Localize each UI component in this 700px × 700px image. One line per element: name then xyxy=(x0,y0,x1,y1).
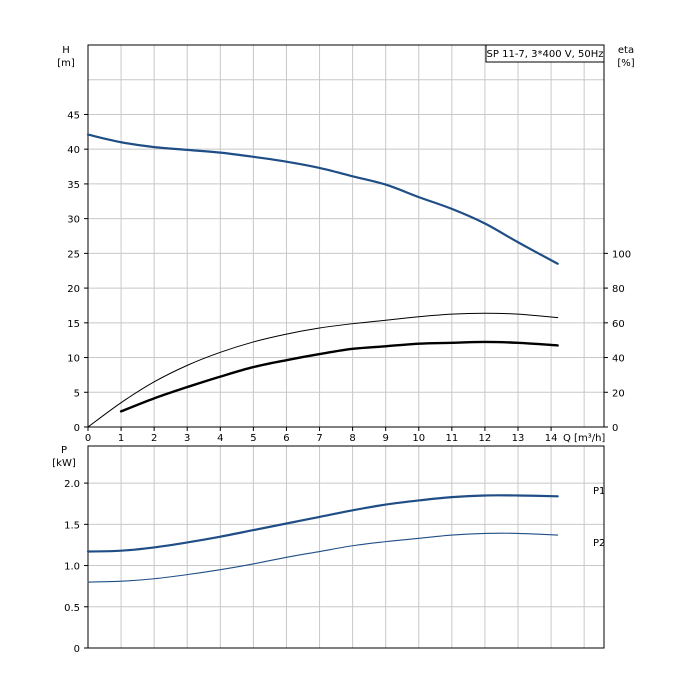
p1-curve xyxy=(86,494,559,553)
h-tick-label: 0 xyxy=(74,423,80,434)
x-tick-label: 12 xyxy=(479,433,492,444)
p-axis-unit: [kW] xyxy=(52,458,76,469)
eta-tick-label: 40 xyxy=(612,354,625,365)
curves xyxy=(86,133,559,583)
h-tick-label: 25 xyxy=(67,249,80,260)
h-axis-unit: [m] xyxy=(57,58,75,69)
h-tick-label: 30 xyxy=(67,215,80,226)
eta-tick-label: 20 xyxy=(612,388,625,399)
series-label-p2: P2 xyxy=(593,538,605,549)
p-tick-label: 0 xyxy=(74,644,80,655)
x-tick-label: 5 xyxy=(250,433,256,444)
h-curve xyxy=(86,133,559,265)
x-tick-label: 13 xyxy=(512,433,525,444)
q-axis-label: Q [m³/h] xyxy=(563,433,605,444)
eta-tick-label: 0 xyxy=(612,423,618,434)
x-tick-label: 9 xyxy=(383,433,389,444)
eta-total-curve xyxy=(119,340,559,413)
x-tick-label: 6 xyxy=(283,433,289,444)
x-tick-label: 2 xyxy=(151,433,157,444)
chart-title: SP 11-7, 3*400 V, 50Hz xyxy=(487,49,604,60)
eta-pump-curve xyxy=(87,312,559,428)
eta-tick-label: 60 xyxy=(612,319,625,330)
bottom-plot-frame xyxy=(87,445,605,649)
h-tick-label: 35 xyxy=(67,180,80,191)
h-axis-label: H xyxy=(62,45,70,56)
h-tick-label: 5 xyxy=(74,388,80,399)
series-label-p1: P1 xyxy=(593,486,605,497)
bottom-grid xyxy=(87,445,605,649)
p-tick-label: 1.5 xyxy=(64,520,80,531)
p-tick-label: 1.0 xyxy=(64,562,80,573)
p-tick-label: 2.0 xyxy=(64,479,80,490)
h-tick-label: 45 xyxy=(67,110,80,121)
top-plot-frame xyxy=(87,44,605,428)
x-tick-label: 11 xyxy=(445,433,458,444)
eta-axis-unit: [%] xyxy=(617,58,634,69)
eta-tick-label: 80 xyxy=(612,284,625,295)
chart-title-box xyxy=(485,44,605,63)
x-tick-label: 4 xyxy=(217,433,223,444)
x-tick-label: 8 xyxy=(349,433,355,444)
x-tick-label: 14 xyxy=(545,433,558,444)
x-tick-label: 3 xyxy=(184,433,190,444)
x-tick-label: 0 xyxy=(85,433,91,444)
eta-axis-label: eta xyxy=(618,45,634,56)
eta-tick-label: 100 xyxy=(612,249,631,260)
h-tick-label: 15 xyxy=(67,319,80,330)
top-grid xyxy=(87,44,605,428)
h-tick-label: 40 xyxy=(67,145,80,156)
p-axis-label: P xyxy=(61,445,67,456)
p-tick-label: 0.5 xyxy=(64,603,80,614)
h-tick-label: 10 xyxy=(67,354,80,365)
x-tick-label: 1 xyxy=(118,433,124,444)
p2-curve xyxy=(87,532,559,583)
x-tick-label: 7 xyxy=(316,433,322,444)
h-tick-label: 20 xyxy=(67,284,80,295)
axis-labels: 0 1 2 3 4 5 6 7 8 9 10 11 12 13 1405101520253035404502… xyxy=(64,110,631,655)
x-tick-label: 10 xyxy=(412,433,425,444)
